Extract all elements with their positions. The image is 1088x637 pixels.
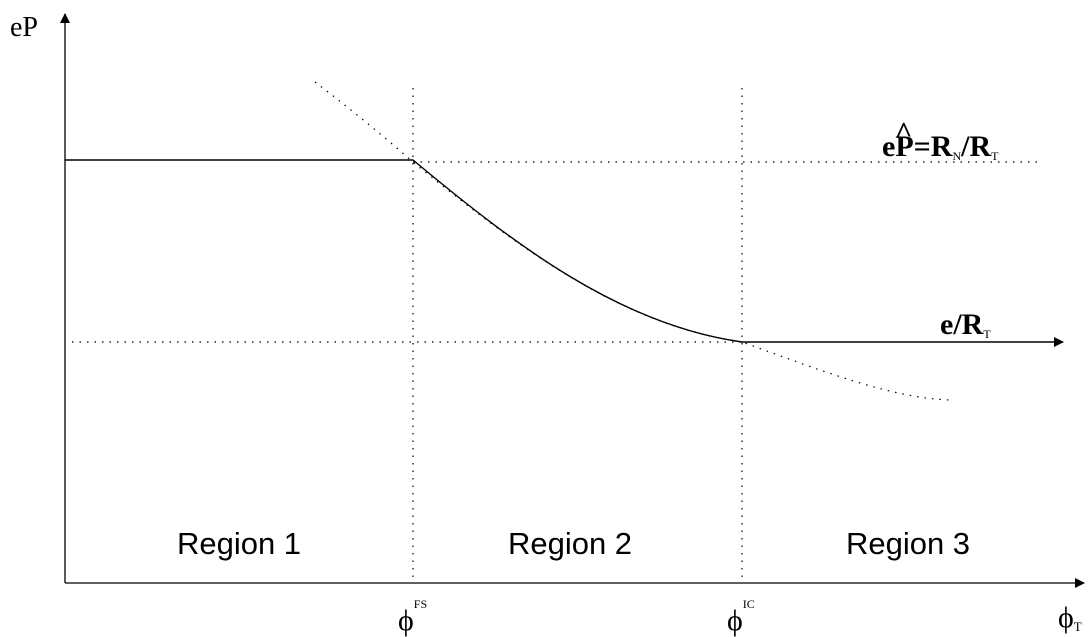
region-2-label: Region 2 xyxy=(508,526,632,561)
x-axis-label-main: ϕ xyxy=(1058,601,1074,634)
upper-label-p: P xyxy=(895,130,913,163)
y-axis-label: eP xyxy=(10,12,38,43)
tick-phi-ic: ϕIC xyxy=(727,597,755,637)
main-curve xyxy=(65,159,743,343)
region-1-label: Region 1 xyxy=(177,526,301,561)
tick-phi-fs: ϕFS xyxy=(398,597,427,637)
upper-label-hat: ^ xyxy=(895,116,912,149)
upper-label-e: e xyxy=(882,130,895,163)
x-axis-label: ϕT xyxy=(1058,601,1082,634)
lower-label-r: R xyxy=(962,308,984,341)
tick-phi-fs-main: ϕ xyxy=(398,604,414,637)
x-axis-label-sub: T xyxy=(1074,619,1082,634)
tick-phi-ic-sup: IC xyxy=(743,597,755,611)
region-3-label: Region 3 xyxy=(846,526,970,561)
lower-label-r-sub: T xyxy=(983,327,991,341)
extension-curve-dotted xyxy=(314,81,951,401)
upper-label-r1: R xyxy=(931,130,953,163)
upper-label-r1-sub: N xyxy=(952,149,961,163)
upper-curve-label: eP=RN/RT xyxy=(882,130,999,163)
lower-curve-label: e/RT xyxy=(940,308,991,341)
upper-label-equals: = xyxy=(914,130,931,163)
upper-label-r2-sub: T xyxy=(991,149,999,163)
lower-label-e-slash: e/ xyxy=(940,308,962,341)
tick-phi-ic-main: ϕ xyxy=(727,604,743,637)
tick-phi-fs-sup: FS xyxy=(414,597,427,611)
upper-label-r2: R xyxy=(969,130,991,163)
upper-label-slash: / xyxy=(960,130,970,163)
